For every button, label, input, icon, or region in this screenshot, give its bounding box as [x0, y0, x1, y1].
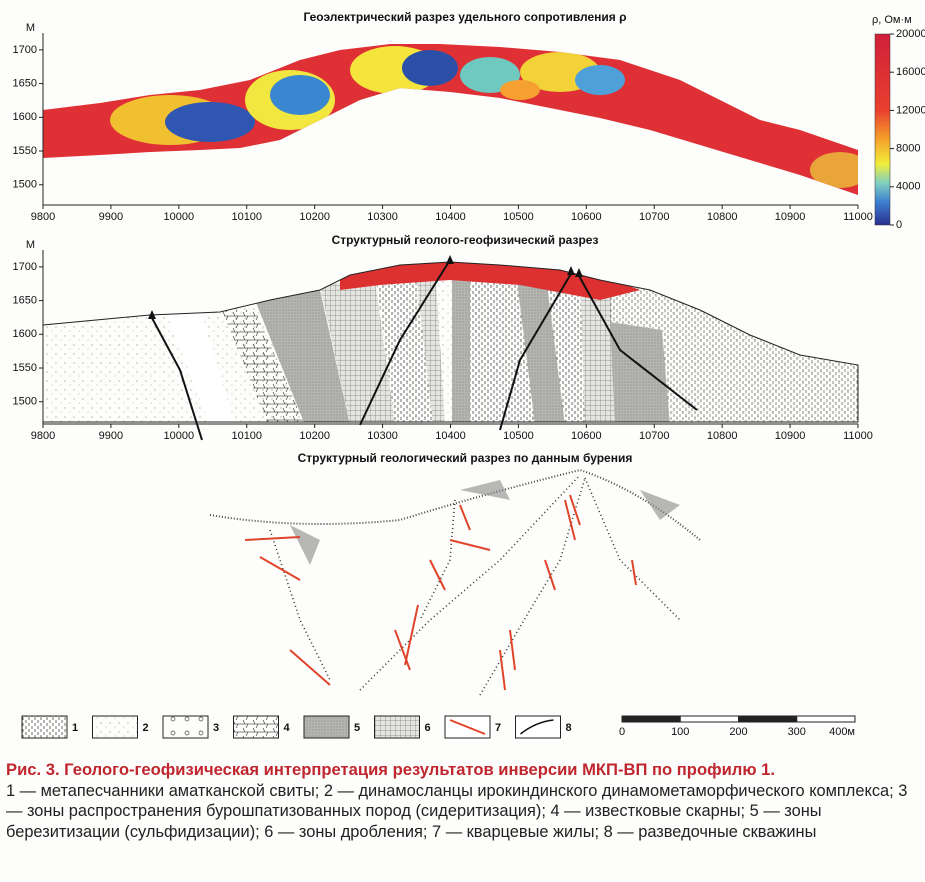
y-tick-label: 1500: [13, 179, 37, 191]
legend-swatch: [21, 715, 68, 739]
colorbar-tick-label: 8000: [896, 143, 920, 155]
structural-section: [43, 262, 858, 422]
x-tick-label: 10800: [707, 430, 738, 442]
y-tick-label: 1550: [13, 145, 37, 157]
colorbar: [874, 33, 891, 226]
legend-label: 4: [284, 722, 291, 734]
colorbar-label: ρ, Ом·м: [872, 14, 912, 26]
x-tick-label: 10300: [367, 211, 398, 223]
resistivity-section: [43, 44, 858, 195]
y-tick-label: 1700: [13, 261, 37, 273]
y-axis-label: М: [26, 239, 35, 251]
legend-label: 8: [566, 722, 572, 734]
x-tick-label: 10400: [435, 211, 466, 223]
y-tick-label: 1650: [13, 77, 37, 89]
legend-label: 5: [354, 722, 360, 734]
x-tick-label: 10600: [571, 430, 602, 442]
legend-label: 6: [425, 722, 431, 734]
colorbar-tick-label: 12000: [896, 104, 925, 116]
boreholes: [151, 259, 698, 441]
y-tick-label: 1650: [13, 294, 37, 306]
y-tick-label: 1550: [13, 362, 37, 374]
scale-segment: [796, 715, 856, 723]
legend-label: 3: [213, 722, 219, 734]
caption: Рис. 3. Геолого-геофизическая интерпрета…: [6, 760, 921, 842]
x-tick-label: 10700: [639, 211, 670, 223]
y-tick-label: 1500: [13, 396, 37, 408]
x-tick-label: 9800: [31, 211, 55, 223]
legend-borehole: [520, 719, 554, 735]
x-tick-label: 9900: [99, 211, 123, 223]
scale-segment: [738, 715, 798, 723]
x-tick-label: 10600: [571, 211, 602, 223]
x-tick-label: 9800: [31, 430, 55, 442]
scale-label: 200: [729, 726, 747, 738]
x-tick-label: 10500: [503, 211, 534, 223]
scale-label: 100: [671, 726, 689, 738]
x-tick-label: 9900: [99, 430, 123, 442]
legend-label: 1: [72, 722, 78, 734]
legend-swatch: [515, 715, 561, 739]
x-tick-label: 10900: [775, 430, 806, 442]
scale-segment: [679, 715, 739, 723]
x-tick-label: 10200: [299, 211, 330, 223]
colorbar-tick-label: 20000: [896, 28, 925, 40]
x-tick-label: 10800: [707, 211, 738, 223]
colorbar-tick-label: 0: [896, 219, 902, 231]
panel-title: Структурный геолого-геофизический разрез: [332, 233, 599, 247]
x-tick-label: 10700: [639, 430, 670, 442]
y-tick-label: 1700: [13, 44, 37, 56]
x-tick-label: 10300: [367, 430, 398, 442]
legend-swatch: [162, 715, 209, 739]
borehole-heads: [148, 255, 583, 319]
scale-label: 300: [788, 726, 806, 738]
caption-title: Рис. 3. Геолого-геофизическая интерпрета…: [6, 760, 775, 779]
x-tick-label: 11000: [843, 211, 873, 223]
panel-title: Геоэлектрический разрез удельного сопрот…: [303, 10, 626, 24]
y-axis-label: М: [26, 22, 35, 34]
colorbar-tick-label: 4000: [896, 181, 920, 193]
x-tick-label: 10200: [299, 430, 330, 442]
y-tick-label: 1600: [13, 111, 37, 123]
y-tick-label: 1600: [13, 328, 37, 340]
scale-label: 0: [619, 726, 625, 738]
legend-swatch: [233, 715, 279, 739]
legend-swatch: [374, 715, 420, 739]
legend-swatch: [303, 715, 350, 739]
figure: Геоэлектрический разрез удельного сопрот…: [13, 10, 925, 739]
x-tick-label: 10000: [164, 430, 195, 442]
colorbar-tick-label: 16000: [896, 66, 925, 78]
drilling-section: [209, 468, 701, 696]
legend-vein: [449, 719, 486, 735]
scale-label: 400м: [829, 726, 855, 738]
panel-title: Структурный геологический разрез по данн…: [298, 451, 633, 465]
legend-label: 7: [495, 722, 501, 734]
x-tick-label: 10400: [435, 430, 466, 442]
x-tick-label: 11000: [843, 430, 873, 442]
legend-swatch: [92, 715, 138, 739]
x-tick-label: 10100: [231, 430, 262, 442]
legend-label: 2: [143, 722, 149, 734]
caption-text: 1 — метапесчанники аматканской свиты; 2 …: [6, 781, 908, 841]
x-tick-label: 10000: [164, 211, 195, 223]
x-tick-label: 10900: [775, 211, 806, 223]
x-tick-label: 10100: [231, 211, 262, 223]
scale-segment: [621, 715, 681, 723]
x-tick-label: 10500: [503, 430, 534, 442]
